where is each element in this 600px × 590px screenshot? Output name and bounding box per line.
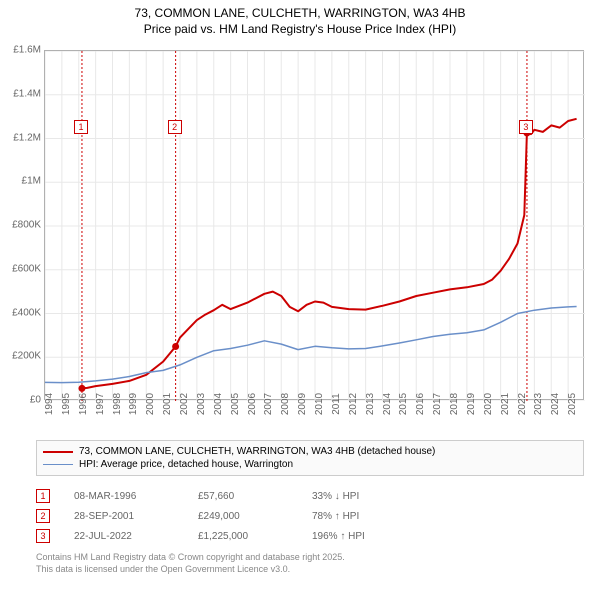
y-tick-label: £400K [12,307,41,318]
transaction-marker: 1 [36,489,50,503]
transaction-hpi: 33% ↓ HPI [312,491,422,502]
x-tick-label: 2018 [449,393,460,415]
chart-container: 73, COMMON LANE, CULCHETH, WARRINGTON, W… [0,0,600,590]
plot-area [44,50,584,400]
x-tick-label: 2022 [517,393,528,415]
x-tick-label: 2024 [550,393,561,415]
transaction-row: 2 28-SEP-2001 £249,000 78% ↑ HPI [36,506,422,526]
transaction-hpi: 78% ↑ HPI [312,511,422,522]
chart-marker-3: 3 [519,120,533,134]
transaction-price: £249,000 [198,511,288,522]
legend: 73, COMMON LANE, CULCHETH, WARRINGTON, W… [36,440,584,476]
y-tick-label: £1.4M [13,88,41,99]
x-tick-label: 2001 [162,393,173,415]
x-tick-label: 1994 [44,393,55,415]
title-line-1: 73, COMMON LANE, CULCHETH, WARRINGTON, W… [0,6,600,22]
transaction-marker: 2 [36,509,50,523]
chart-title: 73, COMMON LANE, CULCHETH, WARRINGTON, W… [0,0,600,37]
legend-item: HPI: Average price, detached house, Warr… [43,458,577,471]
x-tick-label: 2015 [398,393,409,415]
x-tick-label: 2016 [415,393,426,415]
transaction-date: 08-MAR-1996 [74,491,174,502]
legend-item: 73, COMMON LANE, CULCHETH, WARRINGTON, W… [43,445,577,458]
transaction-row: 1 08-MAR-1996 £57,660 33% ↓ HPI [36,486,422,506]
x-tick-label: 2004 [213,393,224,415]
x-tick-label: 2011 [331,393,342,415]
transaction-row: 3 22-JUL-2022 £1,225,000 196% ↑ HPI [36,526,422,546]
transactions-table: 1 08-MAR-1996 £57,660 33% ↓ HPI 2 28-SEP-2001… [36,486,422,546]
transaction-marker: 3 [36,529,50,543]
legend-label: HPI: Average price, detached house, Warr… [79,459,293,470]
legend-label: 73, COMMON LANE, CULCHETH, WARRINGTON, W… [79,446,435,457]
transaction-hpi: 196% ↑ HPI [312,531,422,542]
x-tick-label: 2023 [533,393,544,415]
legend-swatch [43,464,73,466]
y-tick-label: £800K [12,220,41,231]
x-tick-label: 2013 [365,393,376,415]
legend-swatch [43,451,73,453]
x-tick-label: 2002 [179,393,190,415]
x-tick-label: 1998 [112,393,123,415]
x-tick-label: 2010 [314,393,325,415]
x-tick-label: 1995 [61,393,72,415]
x-tick-label: 2003 [196,393,207,415]
y-tick-label: £0 [30,395,41,406]
x-tick-label: 2005 [230,393,241,415]
title-line-2: Price paid vs. HM Land Registry's House … [0,22,600,38]
footer-line-1: Contains HM Land Registry data © Crown c… [36,552,345,564]
footer-text: Contains HM Land Registry data © Crown c… [36,552,345,575]
x-tick-label: 2019 [466,393,477,415]
x-tick-label: 2017 [432,393,443,415]
y-tick-label: £1.2M [13,132,41,143]
transaction-price: £1,225,000 [198,531,288,542]
footer-line-2: This data is licensed under the Open Gov… [36,564,345,576]
chart-marker-1: 1 [74,120,88,134]
chart-svg [45,51,585,401]
x-tick-label: 2009 [297,393,308,415]
x-tick-label: 2025 [567,393,578,415]
x-tick-label: 2008 [280,393,291,415]
x-tick-label: 1996 [78,393,89,415]
y-tick-label: £600K [12,263,41,274]
chart-marker-2: 2 [168,120,182,134]
x-tick-label: 2020 [483,393,494,415]
x-tick-label: 2007 [263,393,274,415]
transaction-price: £57,660 [198,491,288,502]
x-tick-label: 2012 [348,393,359,415]
y-tick-label: £200K [12,351,41,362]
x-tick-label: 1997 [95,393,106,415]
x-tick-label: 2006 [247,393,258,415]
transaction-date: 22-JUL-2022 [74,531,174,542]
x-tick-label: 2014 [382,393,393,415]
y-tick-label: £1.6M [13,45,41,56]
x-tick-label: 1999 [128,393,139,415]
y-tick-label: £1M [22,176,41,187]
transaction-date: 28-SEP-2001 [74,511,174,522]
x-tick-label: 2000 [145,393,156,415]
x-tick-label: 2021 [500,393,511,415]
